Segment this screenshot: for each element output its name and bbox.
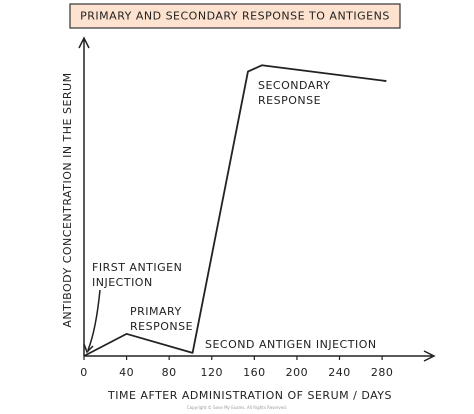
data-line [83,64,387,357]
x-tick-label: 40 [119,366,134,379]
y-axis [78,36,90,356]
annotation: FIRST ANTIGEN [92,261,182,274]
x-tick-label: 240 [328,366,351,379]
x-tick-label: 80 [162,366,177,379]
annotation: RESPONSE [258,94,321,107]
annotation-arrow [83,289,101,354]
x-tick-label: 0 [80,366,88,379]
x-axis-label: TIME AFTER ADMINISTRATION OF SERUM / DAY… [107,389,392,402]
chart-title: PRIMARY AND SECONDARY RESPONSE TO ANTIGE… [80,10,390,23]
annotation: INJECTION [92,276,153,289]
x-tick-label: 120 [201,366,224,379]
y-axis-label: ANTIBODY CONCENTRATION IN THE SERUM [61,72,74,327]
annotation: SECONDARY [258,79,330,92]
annotation: RESPONSE [130,320,193,333]
x-tick-label: 200 [286,366,309,379]
annotation: SECOND ANTIGEN INJECTION [205,338,377,351]
footer: Copyright © Save My Exams. All Rights Re… [187,405,287,410]
x-tick-label: 160 [243,366,266,379]
title-box [69,3,401,29]
x-tick-label: 280 [371,366,394,379]
annotation: PRIMARY [130,305,182,318]
x-axis [84,350,436,362]
